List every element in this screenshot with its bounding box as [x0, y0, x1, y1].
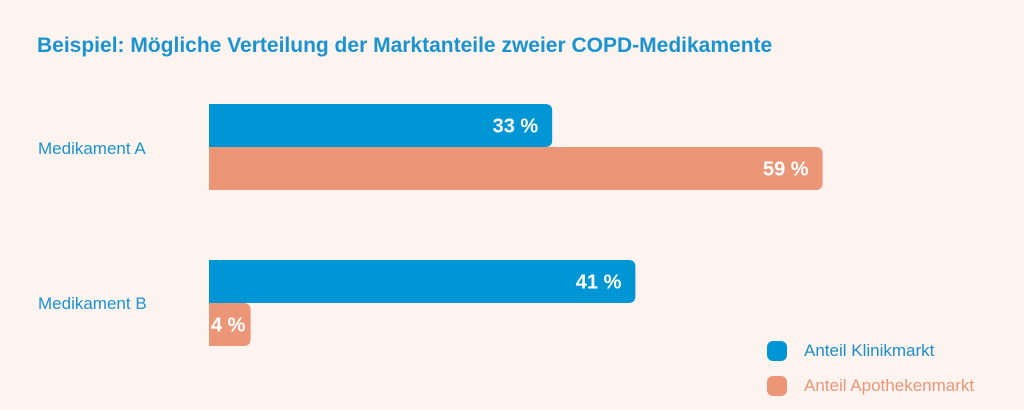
legend-swatch-apotheke [767, 375, 787, 396]
legend-label-klinik: Anteil Klinikmarkt [804, 340, 935, 360]
chart-title: Beispiel: Mögliche Verteilung der Markta… [37, 34, 773, 57]
legend: Anteil Klinikmarkt Anteil Apothekenmarkt [767, 333, 974, 403]
bar-b-apotheke [209, 303, 251, 346]
legend-item-klinik: Anteil Klinikmarkt [767, 333, 974, 368]
bar-b-klinik [209, 260, 636, 303]
legend-label-apotheke: Anteil Apothekenmarkt [804, 375, 975, 395]
category-label-b: Medikament B [38, 294, 147, 313]
legend-item-apotheke: Anteil Apothekenmarkt [767, 368, 974, 403]
bar-a-apotheke [209, 147, 823, 190]
legend-swatch-klinik [767, 340, 787, 361]
bar-label-b-klinik: 41 % [576, 272, 622, 294]
category-label-a: Medikament A [38, 139, 146, 158]
bar-label-b-apotheke: 4 % [211, 315, 246, 337]
bar-label-a-apotheke: 59 % [763, 159, 809, 181]
bar-label-a-klinik: 33 % [493, 116, 539, 138]
bar-a-klinik [209, 104, 553, 147]
